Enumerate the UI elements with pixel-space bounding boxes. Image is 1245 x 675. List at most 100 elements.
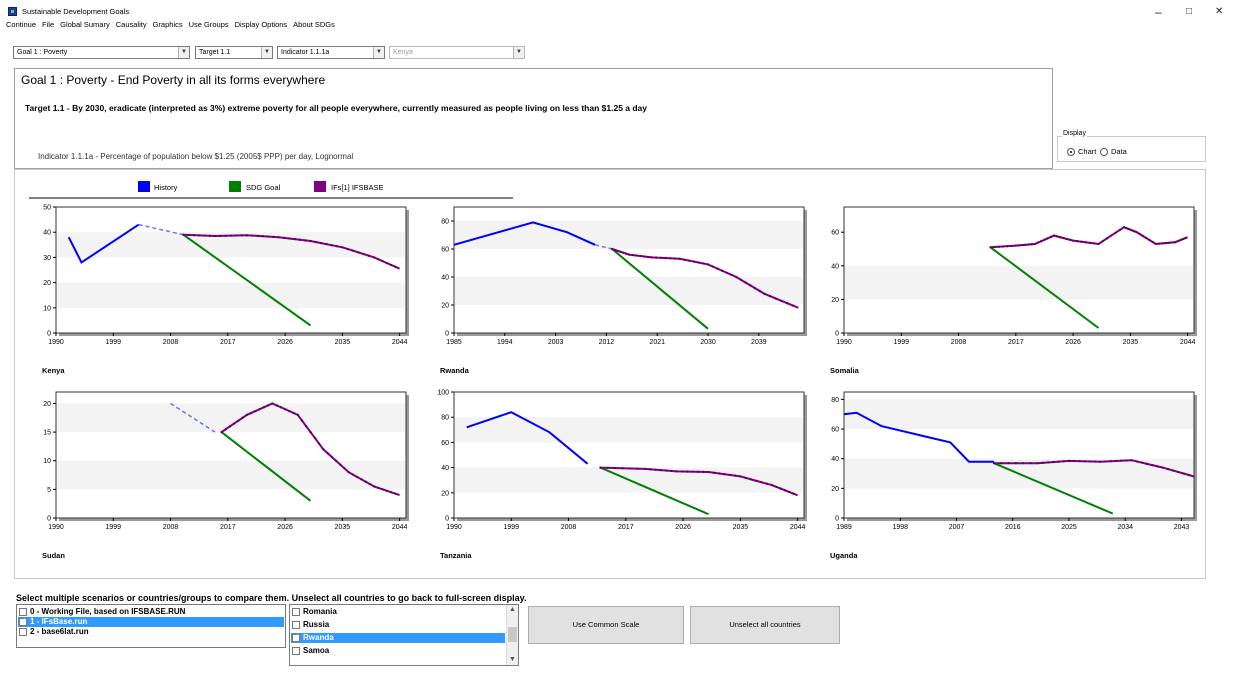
country-item[interactable]: Samoa [291, 646, 505, 656]
country-label: Russia [303, 620, 330, 629]
ifs-base-marker [1135, 460, 1138, 463]
ifs-base-marker [1114, 459, 1117, 463]
plot-area [55, 206, 407, 334]
scenario-item[interactable]: 2 - base6lat.run [18, 627, 284, 637]
menu-file[interactable]: File [42, 20, 55, 29]
target-select[interactable]: Target 1.1 ▼ [195, 46, 273, 59]
ifs-base-marker [1083, 460, 1086, 463]
ifs-base-marker [229, 234, 233, 237]
x-tick-label: 1990 [48, 339, 64, 346]
ifs-base-marker [362, 252, 365, 256]
goal-select[interactable]: Goal 1 : Poverty ▼ [13, 46, 190, 59]
unselect-all-countries-button[interactable]: Unselect all countries [690, 606, 840, 644]
menu-graphics[interactable]: Graphics [152, 20, 183, 29]
y-tick-label: 15 [43, 430, 51, 437]
checkbox[interactable] [19, 628, 27, 636]
chevron-down-icon: ▼ [373, 47, 384, 58]
ifs-base-marker [1088, 241, 1092, 244]
ifs-base-marker [1175, 240, 1179, 243]
checkbox[interactable] [292, 621, 300, 629]
checkbox[interactable]: ✓ [19, 618, 27, 626]
ifs-base-marker [749, 284, 752, 287]
grid-band [57, 403, 405, 433]
ifs-base-marker [271, 402, 274, 405]
goal-title: Goal 1 : Poverty - End Poverty in all it… [21, 73, 326, 87]
ifs-base-marker [182, 233, 185, 236]
ifs-base-marker [707, 470, 710, 474]
x-tick-label: 2025 [1061, 524, 1077, 531]
x-tick-label: 1989 [836, 524, 852, 531]
menu-global-summary[interactable]: Global Sumary [60, 20, 110, 29]
x-tick-label: 2026 [675, 524, 691, 531]
ifs-base-marker [621, 467, 624, 470]
x-tick-label: 2044 [392, 339, 408, 346]
x-tick-label: 2008 [163, 339, 179, 346]
y-tick-label: 60 [441, 440, 449, 447]
ifs-base-marker [622, 251, 625, 254]
indicator-select[interactable]: Indicator 1.1.1a ▼ [277, 46, 385, 59]
country-scrollbar[interactable]: ▲ ▼ [506, 605, 518, 665]
checkbox[interactable] [292, 608, 300, 616]
scenario-item[interactable]: 0 - Working File, based on IFSBASE.RUN [18, 607, 284, 617]
target-description: Target 1.1 - By 2030, eradicate (interpr… [25, 103, 648, 113]
country-item[interactable]: Russia [291, 620, 505, 630]
ifs-base-marker [691, 470, 694, 473]
display-chart-radio[interactable]: Chart [1067, 147, 1096, 156]
checkbox[interactable] [292, 647, 300, 655]
maximize-button[interactable]: □ [1186, 6, 1193, 17]
country-item[interactable]: ✓ Rwanda [291, 633, 505, 643]
ifs-base-marker [1062, 460, 1065, 463]
ifs-base-marker [1151, 464, 1154, 467]
ifs-base-marker [635, 254, 638, 257]
scroll-thumb[interactable] [508, 627, 517, 642]
menu-display-options[interactable]: Display Options [234, 20, 288, 29]
use-common-scale-button[interactable]: Use Common Scale [528, 606, 684, 644]
ifs-base-marker [1146, 462, 1149, 465]
ifs-base-marker [228, 425, 232, 428]
scroll-up-icon[interactable]: ▲ [509, 606, 516, 613]
ifs-base-marker [314, 240, 317, 244]
scenario-listbox[interactable]: 0 - Working File, based on IFSBASE.RUN ✓… [16, 604, 286, 648]
ifs-base-marker [606, 466, 609, 469]
menu-causality[interactable]: Causality [115, 20, 147, 29]
ifs-base-marker [335, 245, 339, 248]
ifs-base-marker [654, 468, 657, 471]
country-listbox[interactable]: Romania Russia ✓ Rwanda Samoa ▲ ▼ [289, 604, 519, 666]
ifs-base-marker [1059, 236, 1062, 239]
x-tick-label: 2012 [599, 339, 615, 346]
ifs-base-marker [245, 413, 249, 417]
x-tick-label: 1999 [503, 524, 519, 531]
ifs-base-marker [1166, 467, 1170, 471]
minimize-button[interactable]: – [1155, 5, 1162, 19]
ifs-base-marker [1173, 241, 1177, 244]
menu-bar: Continue File Global Sumary Causality Gr… [6, 20, 335, 32]
series-sdg-goal [611, 248, 709, 330]
checkbox[interactable]: ✓ [292, 634, 300, 642]
ifs-base-marker [1027, 243, 1030, 246]
x-tick-label: 2026 [277, 524, 293, 531]
ifs-base-marker [373, 485, 376, 488]
ifs-base-marker [993, 245, 996, 249]
close-button[interactable]: ✕ [1215, 6, 1224, 17]
ifs-base-marker [394, 492, 397, 495]
x-tick-label: 2003 [548, 339, 564, 346]
scenario-item[interactable]: ✓ 1 - IFsBase.run [18, 617, 284, 627]
menu-continue[interactable]: Continue [6, 20, 37, 29]
country-item[interactable]: Romania [291, 607, 505, 617]
x-tick-label: 1999 [105, 524, 121, 531]
ifs-base-marker [706, 263, 710, 266]
display-data-radio[interactable]: Data [1100, 147, 1127, 156]
ifs-base-marker [763, 292, 766, 295]
ifs-base-marker [744, 476, 747, 479]
scroll-down-icon[interactable]: ▼ [509, 656, 516, 663]
menu-use-groups[interactable]: Use Groups [188, 20, 229, 29]
ifs-base-marker [343, 467, 346, 470]
x-tick-label: 2008 [163, 524, 179, 531]
checkbox[interactable] [19, 608, 27, 616]
menu-about-sdgs[interactable]: About SDGs [293, 20, 335, 29]
legend-history-swatch [138, 181, 150, 192]
ifs-base-marker [733, 474, 737, 477]
ifs-base-marker [1024, 243, 1027, 246]
ifs-base-marker [304, 239, 307, 242]
legend-ifs-base-label: IFs[1] IFSBASE [331, 183, 384, 192]
